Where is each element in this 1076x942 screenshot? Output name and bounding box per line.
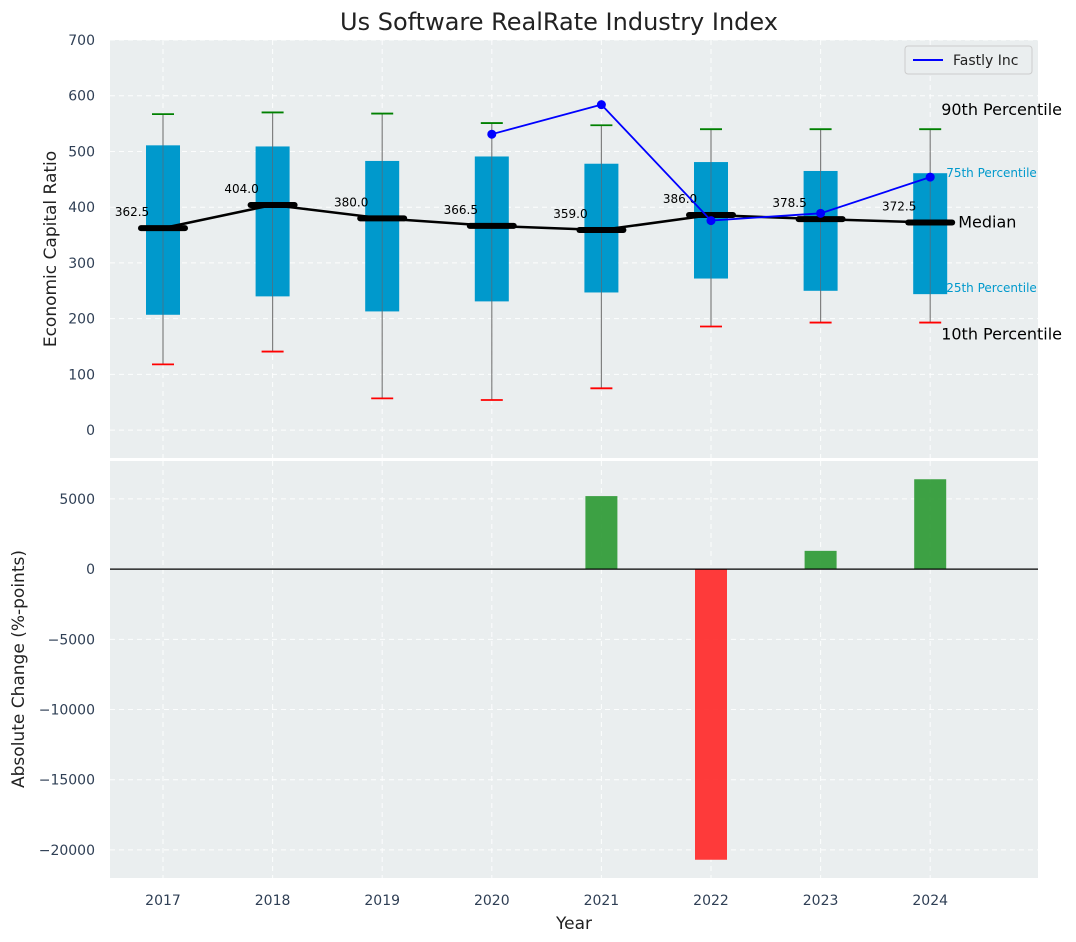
series-point — [706, 216, 716, 226]
y-tick-label: 0 — [86, 562, 95, 578]
series-group — [487, 100, 935, 226]
legend: Fastly Inc — [904, 45, 1033, 75]
x-tick-label: 2018 — [255, 893, 291, 909]
x-tick-label: 2021 — [584, 893, 620, 909]
y-tick-label: −20000 — [39, 843, 95, 859]
change-bar — [585, 496, 618, 570]
y-tick-label: 5000 — [59, 492, 95, 508]
median-value-label: 380.0 — [334, 195, 368, 209]
y-tick-label: 300 — [68, 256, 95, 272]
median-value-label: 362.5 — [115, 205, 149, 219]
y-tick-label: 100 — [68, 367, 95, 383]
y-tick-label: 700 — [68, 33, 95, 49]
x-axis-ticks: 2017 2018 2019 2020 2021 2022 2023 2024 — [145, 893, 948, 909]
annotation-p10: 10th Percentile — [941, 325, 1062, 344]
bar-panel-y-ticks: −20000 −15000 −10000 −5000 0 5000 — [39, 492, 95, 859]
median-value-label: 404.0 — [224, 182, 258, 196]
median-value-label: 386.0 — [663, 192, 697, 206]
x-tick-label: 2024 — [912, 893, 948, 909]
y-tick-label: −5000 — [48, 632, 95, 648]
x-tick-label: 2023 — [803, 893, 839, 909]
x-tick-label: 2019 — [364, 893, 400, 909]
legend-entry-label: Fastly Inc — [953, 53, 1018, 69]
box-panel-background — [110, 40, 1038, 458]
bar-panel-background — [110, 461, 1038, 878]
annotation-median: Median — [958, 213, 1016, 232]
y-tick-label: −10000 — [39, 703, 95, 719]
x-axis-label: Year — [555, 914, 592, 934]
annotation-p75: 75th Percentile — [946, 166, 1037, 180]
box-panel-y-label: Economic Capital Ratio — [41, 151, 61, 347]
y-tick-label: 400 — [68, 200, 95, 216]
y-tick-label: 0 — [86, 423, 95, 439]
annotation-p90: 90th Percentile — [941, 100, 1062, 119]
series-point — [816, 208, 826, 218]
bar-panel-y-label: Absolute Change (%-points) — [9, 550, 29, 788]
median-value-label: 366.5 — [444, 203, 478, 217]
series-point — [925, 172, 935, 182]
y-tick-label: 600 — [68, 89, 95, 105]
box-group: 362.5 404.0 380.0 366.5 359.0 386.0 378.5 372.5 — [115, 111, 956, 401]
change-bar — [804, 550, 837, 570]
box-panel-y-ticks: 0 100 200 300 400 500 600 700 — [68, 33, 95, 439]
y-tick-label: 500 — [68, 144, 95, 160]
legend-box — [904, 45, 1033, 75]
percentile-annotations: 90th Percentile 75th Percentile Median 25th… — [941, 100, 1062, 343]
series-point — [596, 100, 606, 110]
median-value-label: 359.0 — [553, 207, 587, 221]
change-bar — [695, 569, 727, 860]
x-tick-label: 2022 — [693, 893, 729, 909]
bar-group — [110, 479, 1038, 860]
annotation-p25: 25th Percentile — [946, 281, 1037, 295]
chart-title: Us Software RealRate Industry Index — [340, 8, 778, 36]
median-value-label: 372.5 — [882, 200, 916, 214]
change-bar — [914, 479, 947, 570]
y-tick-label: 200 — [68, 312, 95, 328]
median-value-label: 378.5 — [772, 196, 806, 210]
y-tick-label: −15000 — [39, 773, 95, 789]
x-tick-label: 2017 — [145, 893, 181, 909]
x-tick-label: 2020 — [474, 893, 510, 909]
series-point — [487, 129, 497, 139]
